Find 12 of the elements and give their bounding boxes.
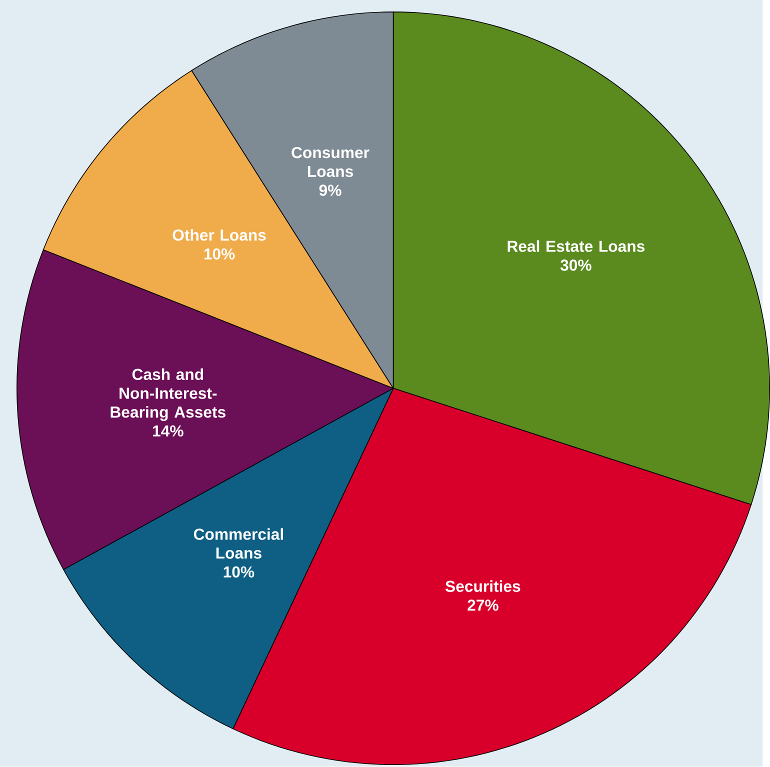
slice-label: Commercial Loans (194, 528, 283, 559)
slice-label: Consumer Loans (292, 147, 370, 178)
data-label: 10% (224, 566, 254, 578)
slice-label: Securities (445, 580, 520, 592)
slice-label: Real Estate Loans (508, 240, 644, 252)
data-label: 14% (153, 426, 184, 437)
data-label: 9% (319, 184, 342, 196)
slice-label: Other Loans (172, 229, 266, 241)
slice-label: Cash and Non-Interest-Bearing Assets (110, 368, 226, 422)
data-label: 10% (204, 248, 235, 260)
data-label: 27% (468, 600, 498, 611)
data-label: 30% (560, 260, 592, 271)
